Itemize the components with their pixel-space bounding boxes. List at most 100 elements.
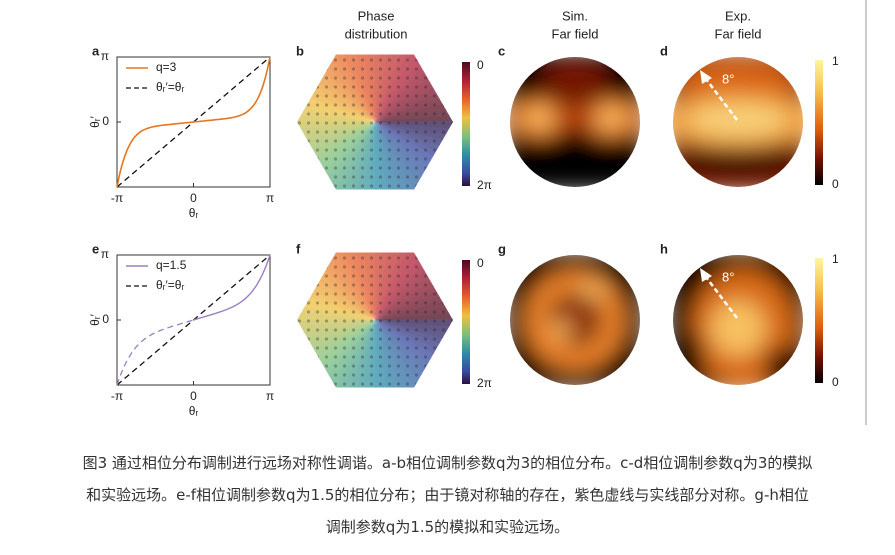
meta-atom [378, 130, 383, 134]
meta-atom [432, 148, 437, 152]
meta-atom [306, 292, 311, 296]
meta-atom [360, 355, 365, 359]
meta-atom [342, 166, 347, 170]
meta-atom [360, 274, 365, 278]
meta-atom [388, 49, 391, 52]
meta-atom [306, 283, 311, 287]
meta-atom [378, 283, 383, 287]
meta-atom [432, 166, 437, 170]
meta-atom [369, 382, 374, 386]
meta-atom [351, 355, 356, 359]
meta-atom [450, 382, 453, 386]
meta-atom [306, 274, 311, 278]
meta-atom [378, 112, 383, 116]
meta-atom [316, 391, 319, 394]
colorbar-label: 2π [477, 178, 492, 192]
meta-atom [396, 256, 401, 260]
ff-blob [541, 64, 609, 96]
meta-atom [343, 247, 346, 250]
meta-atom [396, 292, 401, 296]
meta-atom [396, 301, 401, 305]
meta-atom [333, 256, 338, 260]
meta-atom [450, 112, 453, 116]
meta-atom [441, 85, 446, 89]
meta-atom [415, 193, 418, 196]
meta-atom [360, 373, 365, 377]
meta-atom [324, 148, 329, 152]
meta-atom [405, 130, 410, 134]
meta-atom [351, 274, 356, 278]
meta-atom [379, 238, 382, 241]
meta-atom [351, 382, 356, 386]
meta-atom [414, 148, 419, 152]
phase-wedge [375, 320, 437, 388]
meta-atom [423, 373, 428, 377]
meta-atom [360, 103, 365, 107]
meta-atom [378, 103, 383, 107]
meta-atom [297, 175, 302, 179]
meta-atom [432, 292, 437, 296]
ff-ring [524, 269, 626, 371]
ff-blur [673, 57, 803, 187]
meta-atom [441, 103, 446, 107]
meta-atom [306, 337, 311, 341]
meta-atom [441, 355, 446, 359]
meta-atom [325, 40, 328, 43]
meta-atom [370, 49, 373, 52]
meta-atom [351, 121, 356, 125]
phase-wedge [364, 122, 378, 190]
meta-atom [405, 166, 410, 170]
meta-atom [360, 265, 365, 269]
meta-atom [369, 256, 374, 260]
meta-atom [343, 238, 346, 241]
meta-atom [333, 112, 338, 116]
meta-atom [306, 301, 311, 305]
meta-atom [342, 157, 347, 161]
meta-atom [342, 58, 347, 62]
meta-atom [396, 130, 401, 134]
meta-atom [333, 301, 338, 305]
meta-atom [432, 382, 437, 386]
meta-atom [450, 184, 453, 188]
ff-blob [553, 102, 597, 130]
meta-atom [396, 184, 401, 188]
meta-atom [396, 364, 401, 368]
meta-atom [387, 58, 392, 62]
meta-atom [442, 391, 445, 394]
meta-atom [324, 256, 329, 260]
colorbar [462, 62, 470, 186]
meta-atom [415, 49, 418, 52]
meta-atom [450, 292, 453, 296]
meta-atom [342, 67, 347, 71]
meta-atom [432, 139, 437, 143]
meta-atom [378, 364, 383, 368]
meta-atom [315, 130, 320, 134]
meta-atom [423, 265, 428, 269]
meta-atom [361, 193, 364, 196]
meta-atom [360, 58, 365, 62]
meta-atom [351, 292, 356, 296]
meta-atom [306, 373, 311, 377]
column-title: Far field [715, 26, 762, 41]
meta-atom [360, 310, 365, 314]
phase-wedge [354, 122, 375, 190]
colorbar-label: 0 [477, 58, 484, 72]
meta-atom [441, 184, 446, 188]
meta-atom [306, 265, 311, 269]
arrow-head [700, 268, 712, 282]
meta-atom [405, 103, 410, 107]
column-title: distribution [345, 26, 408, 41]
meta-atom [306, 166, 311, 170]
meta-atom [315, 328, 320, 332]
meta-atom [343, 193, 346, 196]
meta-atom [378, 166, 383, 170]
meta-atom [387, 301, 392, 305]
meta-atom [333, 94, 338, 98]
meta-atom [315, 166, 320, 170]
meta-atom [423, 76, 428, 80]
meta-atom [423, 112, 428, 116]
meta-atom [387, 382, 392, 386]
meta-atom [307, 49, 310, 52]
meta-atom [387, 112, 392, 116]
meta-atom [451, 247, 454, 250]
